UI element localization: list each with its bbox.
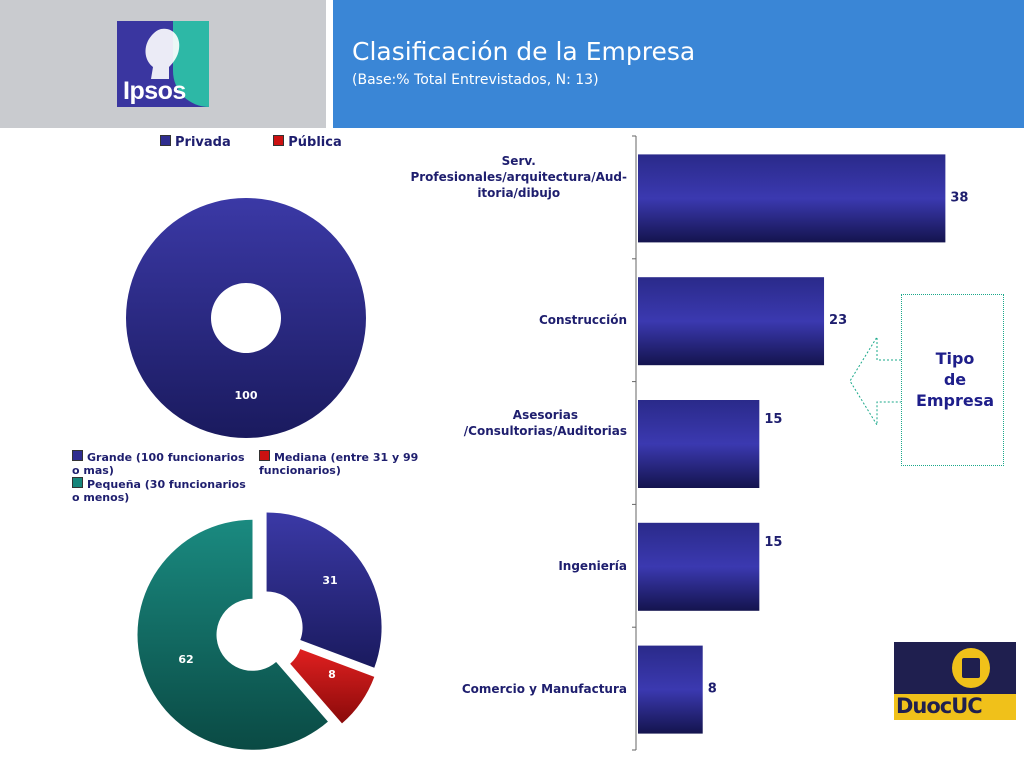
legend-label-mediana: Mediana (entre 31 y 99 funcionarios) xyxy=(259,451,419,477)
duocuc-logo: DuocUC xyxy=(894,642,1016,720)
bar-data-label-0: 38 xyxy=(950,190,968,205)
duoc-seal-icon xyxy=(950,646,992,690)
callout-box xyxy=(901,294,1004,466)
logo-wordmark: Ipsos xyxy=(123,77,186,105)
legend-size-mediana: Mediana (entre 31 y 99 funcionarios) xyxy=(259,450,419,477)
bar-2 xyxy=(638,400,760,488)
legend-label-publica: Pública xyxy=(288,135,342,150)
bar-1 xyxy=(638,277,825,366)
callout-line-3: Empresa xyxy=(915,391,995,410)
bar-data-label-1: 23 xyxy=(829,313,847,328)
bar-category-label-4: Comercio y Manufactura xyxy=(461,681,627,696)
donut2-data-label-2: 62 xyxy=(178,653,193,666)
bar-data-label-2: 15 xyxy=(764,412,782,427)
bar-data-label-3: 15 xyxy=(764,535,782,550)
callout-line-1: Tipo xyxy=(935,349,975,368)
duoc-wordmark: DuocUC xyxy=(896,694,983,718)
bar-0 xyxy=(638,154,946,243)
legend-size-pequena: Pequeña (30 funcionarios o menos) xyxy=(72,477,257,504)
legend-swatch-pequena xyxy=(72,477,83,488)
legend-item-privada: Privada xyxy=(160,135,231,150)
page-subtitle: (Base:% Total Entrevistados, N: 13) xyxy=(352,72,599,88)
header-right-panel xyxy=(333,0,1024,128)
legend-sector: Privada Pública xyxy=(160,135,400,149)
donut1-data-label-0: 100 xyxy=(235,389,258,402)
bar-category-label-0: Serv. Profesionales/arquitectura/Aud-itor… xyxy=(410,154,627,201)
bar-category-label-2: Asesorias/Consultorias/Auditorias xyxy=(463,408,627,438)
legend-label-grande: Grande (100 funcionarios o mas) xyxy=(72,451,245,477)
legend-swatch-grande xyxy=(72,450,83,461)
bar-chart-industry: 38 23 15 15 8 xyxy=(632,135,968,751)
callout-line-2: de xyxy=(943,370,967,389)
donut2-slice-0 xyxy=(266,512,382,668)
callout-text: Tipo de Empresa xyxy=(905,348,1005,411)
donut2-data-label-1: 8 xyxy=(328,668,336,681)
donut2-slice-1 xyxy=(290,649,375,724)
legend-swatch-publica xyxy=(273,135,285,146)
page-title: Clasificación de la Empresa xyxy=(352,37,696,66)
ipsos-logo: Ipsos xyxy=(117,21,209,107)
donut2-slice-2 xyxy=(137,519,328,750)
duoc-logo-bar xyxy=(894,694,1016,720)
legend-size-grande: Grande (100 funcionarios o mas) xyxy=(72,450,247,477)
legend-item-publica: Pública xyxy=(273,135,342,150)
donut1-slice-0 xyxy=(125,198,366,438)
donut-sector-chart: 100 xyxy=(125,198,366,438)
legend-label-privada: Privada xyxy=(175,135,231,150)
bar-4 xyxy=(638,645,703,734)
bar-category-label-1: Construcción xyxy=(538,313,627,328)
bar-category-label-3: Ingeniería xyxy=(558,558,627,573)
legend-swatch-privada xyxy=(160,135,171,146)
bar-3 xyxy=(638,522,760,611)
bar-data-label-4: 8 xyxy=(708,682,717,697)
donut2-data-label-0: 31 xyxy=(322,574,337,587)
logo-head-icon xyxy=(145,28,180,79)
legend-swatch-mediana xyxy=(259,450,270,461)
donut-size-chart: 31 8 62 xyxy=(137,512,382,750)
legend-label-pequena: Pequeña (30 funcionarios o menos) xyxy=(72,478,246,504)
